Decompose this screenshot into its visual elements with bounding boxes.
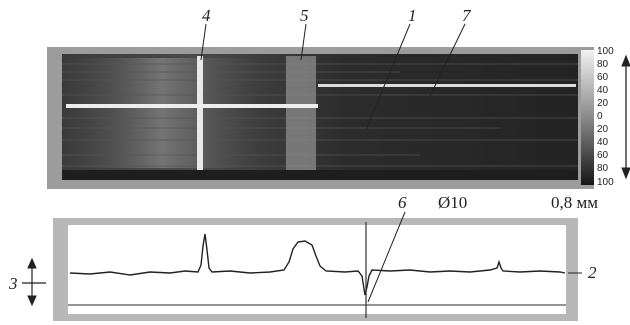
horizontal-bright-line-left bbox=[66, 104, 318, 108]
callout-1: 1 bbox=[408, 6, 417, 25]
scale-ticks: 100 80 60 40 20 0 20 40 60 80 100 bbox=[597, 46, 614, 188]
callout-5: 5 bbox=[300, 6, 309, 25]
scale-tick: 100 bbox=[597, 177, 614, 188]
signal-panel bbox=[53, 218, 578, 321]
grayscale-bar bbox=[581, 50, 594, 185]
vertical-double-arrow bbox=[621, 54, 630, 180]
signal-field bbox=[68, 225, 566, 314]
horizontal-bright-line-right bbox=[318, 84, 576, 87]
scale-tick: 0 bbox=[597, 111, 603, 122]
scale-tick: 80 bbox=[597, 163, 609, 174]
scale-tick: 20 bbox=[597, 98, 609, 109]
thickness-label: 0,8 мм bbox=[551, 193, 598, 212]
amplitude-arrow bbox=[22, 257, 46, 307]
scan-bright-zone bbox=[62, 58, 262, 168]
scan-streaks bbox=[62, 63, 578, 167]
callout-2: 2 bbox=[588, 263, 597, 282]
callouts-bottom bbox=[367, 211, 582, 303]
scale-tick: 60 bbox=[597, 150, 609, 161]
scale-tick: 100 bbox=[597, 46, 614, 57]
scale-tick: 60 bbox=[597, 72, 609, 83]
weld-seam-band bbox=[286, 56, 316, 170]
callout-7: 7 bbox=[462, 6, 472, 25]
scan-image: 100 80 60 40 20 0 20 40 60 80 100 bbox=[47, 46, 630, 189]
scan-bottom-strip bbox=[62, 170, 578, 180]
callouts-top bbox=[200, 23, 466, 131]
scale-tick: 20 bbox=[597, 124, 609, 135]
signal-trace bbox=[69, 233, 566, 296]
callout-6: 6 bbox=[398, 193, 407, 212]
callout-4: 4 bbox=[202, 6, 211, 25]
vertical-defect-line bbox=[197, 56, 203, 170]
scale-tick: 80 bbox=[597, 59, 609, 70]
scale-tick: 40 bbox=[597, 137, 609, 148]
callout-3: 3 bbox=[8, 274, 18, 293]
scale-tick: 40 bbox=[597, 85, 609, 96]
diameter-label: Ø10 bbox=[438, 193, 467, 212]
